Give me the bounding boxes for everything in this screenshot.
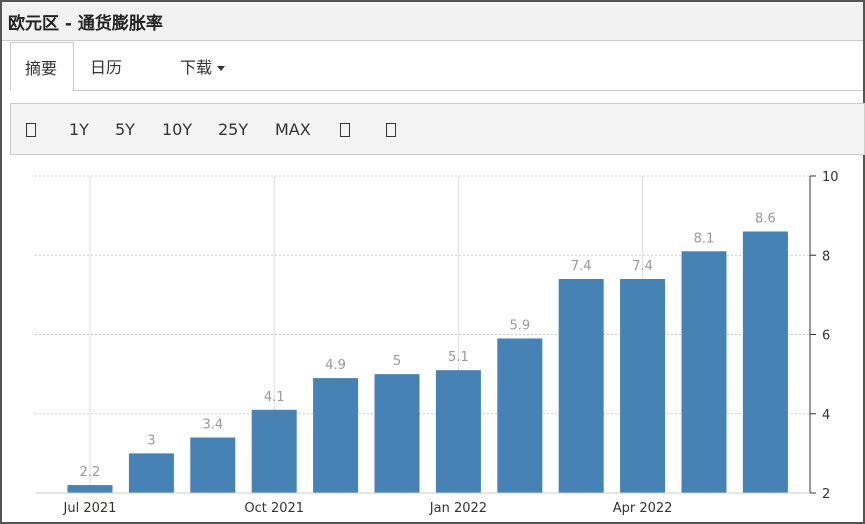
x-tick-label: Jan 2022	[429, 501, 487, 516]
value-label: 5	[393, 354, 401, 369]
value-label: 3.4	[202, 418, 223, 433]
value-label: 4.9	[325, 358, 346, 373]
x-tick-label: Apr 2022	[613, 501, 673, 516]
bar	[497, 338, 543, 493]
y-tick-label: 6	[822, 329, 830, 344]
y-tick-label: 2	[822, 487, 830, 502]
bar	[251, 409, 297, 493]
bar	[128, 453, 174, 493]
value-label: 3	[147, 433, 155, 448]
x-tick-label: Jul 2021	[63, 501, 117, 516]
range-button[interactable]: 5Y	[115, 120, 135, 139]
value-label: 5.1	[448, 350, 469, 365]
icon[interactable]	[340, 123, 350, 137]
icon[interactable]	[26, 123, 36, 137]
value-label: 5.9	[509, 318, 530, 333]
range-button[interactable]: 25Y	[218, 120, 249, 139]
value-label: 2.2	[80, 465, 101, 480]
bar	[558, 279, 604, 493]
tab-line	[72, 90, 863, 91]
bar	[681, 251, 727, 493]
tab-label: 摘要	[25, 59, 58, 78]
range-button[interactable]: MAX	[275, 120, 311, 139]
tab-label: 下载	[180, 58, 213, 77]
y-tick-label: 10	[822, 170, 839, 185]
value-label: 8.1	[694, 231, 715, 246]
page-title: 欧元区 - 通货膨胀率	[8, 14, 163, 34]
x-tick-label: Oct 2021	[244, 501, 304, 516]
bar	[313, 378, 359, 493]
bar	[620, 279, 666, 493]
bar	[374, 374, 420, 493]
value-label: 7.4	[632, 259, 653, 274]
tab[interactable]: 摘要	[10, 42, 74, 91]
title-bar: 欧元区 - 通货膨胀率	[2, 2, 863, 41]
range-button[interactable]: 10Y	[162, 120, 193, 139]
bar	[190, 437, 236, 493]
icon[interactable]	[386, 123, 396, 137]
value-label: 4.1	[264, 390, 285, 405]
value-label: 8.6	[755, 211, 776, 226]
tab-label: 日历	[90, 58, 123, 77]
tab[interactable]: 日历	[90, 54, 122, 78]
bar	[742, 231, 788, 493]
chart: 2 4 6 8 10 Jul 2021 2.2 3 3.4 Oct 2021 4.1 4.9 5 Jan …	[35, 170, 839, 516]
y-tick-label: 8	[822, 249, 830, 264]
bar	[67, 485, 113, 493]
y-tick-label: 4	[822, 408, 830, 423]
toolbar: 1Y 5Y 10Y 25Y MAX	[10, 103, 865, 155]
caret	[217, 66, 226, 71]
bar	[435, 370, 481, 493]
tab[interactable]: 下载	[180, 54, 226, 78]
range-button[interactable]: 1Y	[69, 120, 89, 139]
value-label: 7.4	[571, 259, 592, 274]
